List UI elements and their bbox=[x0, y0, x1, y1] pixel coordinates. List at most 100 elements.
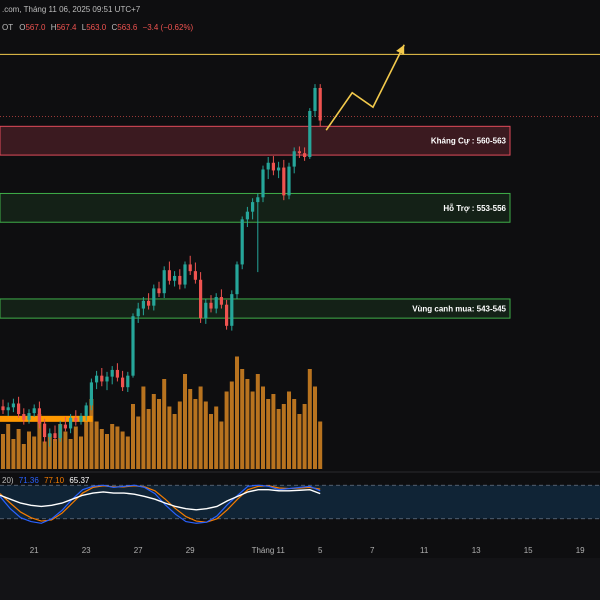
candle-body bbox=[6, 407, 10, 411]
candle-body bbox=[152, 288, 156, 306]
volume-bar bbox=[6, 424, 11, 469]
candle-body bbox=[63, 424, 67, 429]
stochastic-d-value: 77.10 bbox=[44, 476, 65, 485]
candle bbox=[157, 281, 161, 298]
volume-bar bbox=[245, 379, 250, 469]
volume-bar bbox=[94, 421, 99, 469]
candle bbox=[230, 290, 234, 331]
candle bbox=[110, 366, 114, 385]
volume-bar bbox=[172, 414, 177, 469]
candle-body bbox=[141, 300, 145, 309]
volume-bar bbox=[307, 369, 312, 469]
volume-bar bbox=[219, 421, 224, 469]
candle bbox=[136, 302, 140, 323]
x-tick-label: 7 bbox=[370, 546, 375, 555]
ohlc-legend: OT O567.0 H567.4 L563.0 C563.6 −3.4 (−0.… bbox=[2, 23, 194, 32]
candle-body bbox=[126, 375, 130, 388]
chart-title: .com, Tháng 11 06, 2025 09:51 UTC+7 bbox=[2, 5, 141, 14]
candle-body bbox=[22, 414, 26, 420]
candle-body bbox=[136, 308, 140, 317]
candle bbox=[53, 425, 57, 441]
volume-bar bbox=[183, 374, 187, 469]
candle bbox=[89, 378, 93, 411]
candle bbox=[266, 157, 270, 180]
candle-body bbox=[193, 271, 197, 280]
candle bbox=[209, 295, 213, 313]
candle bbox=[95, 370, 99, 390]
candle-body bbox=[256, 197, 260, 203]
volume-bar bbox=[115, 426, 120, 469]
stochastic-k-value: 71.36 bbox=[19, 476, 40, 485]
candle bbox=[173, 271, 177, 287]
zones: Kháng Cự : 560-563 Hỗ Trợ : 553-556 Vùng c… bbox=[0, 125, 511, 319]
candle bbox=[256, 193, 260, 273]
projection-arrow-line bbox=[325, 44, 405, 131]
candle-body bbox=[209, 302, 213, 309]
candle bbox=[22, 408, 26, 425]
candle bbox=[245, 206, 249, 228]
candle-body bbox=[199, 279, 203, 319]
candle-body bbox=[131, 316, 135, 376]
volume-bar bbox=[21, 444, 26, 469]
candle bbox=[58, 420, 62, 442]
candle bbox=[313, 84, 317, 117]
candle bbox=[74, 410, 78, 426]
volume-bar bbox=[42, 441, 47, 469]
candle bbox=[318, 84, 322, 127]
candle-body bbox=[303, 153, 307, 158]
candle bbox=[271, 156, 275, 176]
candle bbox=[32, 404, 36, 417]
volume-bar bbox=[47, 434, 52, 469]
time-axis[interactable]: 21 23 27 29 Tháng 11 5 7 11 13 15 19 bbox=[30, 546, 585, 555]
candle-body bbox=[214, 297, 218, 309]
zone-box-0 bbox=[0, 125, 511, 156]
volume-bar bbox=[53, 439, 57, 469]
volume-bar bbox=[63, 431, 68, 469]
candle-body bbox=[282, 167, 286, 196]
volume-bar bbox=[297, 414, 302, 469]
candle bbox=[251, 198, 255, 220]
candle-body bbox=[230, 294, 234, 326]
candle-body bbox=[11, 403, 15, 408]
stochastic-k-line bbox=[0, 484, 321, 524]
x-tick-label: 21 bbox=[30, 546, 39, 555]
candle bbox=[225, 299, 229, 330]
volume-bar bbox=[292, 399, 297, 469]
candle-body bbox=[89, 382, 93, 406]
volume-bar bbox=[141, 386, 146, 469]
bottom-toolbar bbox=[0, 558, 600, 600]
candle-body bbox=[32, 408, 36, 414]
volume-bar bbox=[250, 391, 255, 469]
volume-bar bbox=[157, 399, 161, 469]
candle-body bbox=[251, 202, 255, 212]
volume-bar bbox=[162, 379, 167, 469]
open-value: 567.0 bbox=[25, 23, 46, 32]
zone-label-0: Kháng Cự : 560-563 bbox=[431, 137, 507, 146]
candle bbox=[277, 161, 281, 179]
candle-body bbox=[297, 151, 301, 154]
candle-body bbox=[110, 369, 114, 377]
volume-bar bbox=[1, 434, 5, 469]
candle-body bbox=[115, 369, 119, 378]
candle bbox=[235, 261, 239, 299]
candle-body bbox=[27, 413, 31, 420]
volume-bar bbox=[302, 404, 307, 469]
candle-body bbox=[313, 87, 317, 111]
candle bbox=[126, 371, 130, 392]
volume-bar bbox=[11, 439, 16, 469]
x-tick-label: 19 bbox=[576, 546, 585, 555]
x-tick-label: 27 bbox=[134, 546, 143, 555]
candle bbox=[214, 293, 218, 314]
candle bbox=[79, 413, 83, 425]
candle-body bbox=[235, 264, 239, 295]
x-tick-label: Tháng 11 bbox=[252, 546, 286, 555]
candle bbox=[11, 398, 15, 413]
volume-bar bbox=[146, 409, 151, 469]
candle bbox=[105, 371, 109, 391]
x-tick-label: 23 bbox=[82, 546, 91, 555]
volume-bar bbox=[125, 436, 130, 469]
candle bbox=[282, 159, 286, 201]
candle-body bbox=[173, 275, 177, 281]
close-value: 563.6 bbox=[117, 23, 138, 32]
